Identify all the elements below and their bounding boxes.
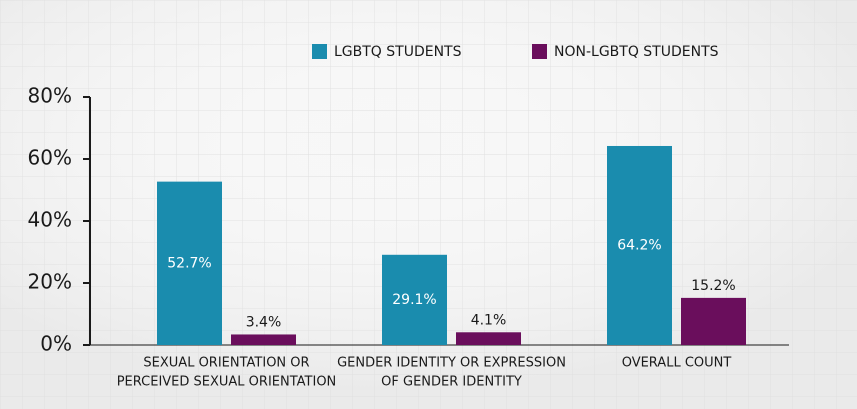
y-tick-label: 0%	[40, 332, 72, 356]
legend-label: NON-LGBTQ STUDENTS	[554, 44, 719, 60]
value-label: 15.2%	[691, 278, 735, 294]
bar	[382, 254, 447, 345]
x-tick-label: OVERALL COUNT	[622, 356, 732, 371]
legend-label: LGBTQ STUDENTS	[334, 44, 462, 60]
x-tick-label: PERCEIVED SEXUAL ORIENTATION	[117, 375, 337, 390]
y-tick-label: 60%	[28, 146, 72, 170]
value-label: 29.1%	[392, 292, 436, 308]
bar	[607, 145, 672, 345]
x-tick-label: SEXUAL ORIENTATION OR	[143, 356, 309, 371]
value-label: 3.4%	[246, 314, 282, 330]
value-label: 52.7%	[167, 255, 211, 271]
x-tick-label: GENDER IDENTITY OR EXPRESSION	[337, 356, 566, 371]
y-tick-label: 20%	[28, 270, 72, 294]
value-label: 64.2%	[617, 237, 661, 253]
x-tick-label: OF GENDER IDENTITY	[381, 375, 522, 390]
bar	[681, 297, 746, 345]
bar	[231, 334, 296, 345]
y-tick-label: 40%	[28, 208, 72, 232]
y-tick-label: 80%	[28, 84, 72, 108]
legend-swatch	[312, 44, 327, 59]
legend-swatch	[532, 44, 547, 59]
value-label: 4.1%	[471, 312, 507, 328]
bar	[157, 181, 222, 345]
bar	[456, 332, 521, 345]
